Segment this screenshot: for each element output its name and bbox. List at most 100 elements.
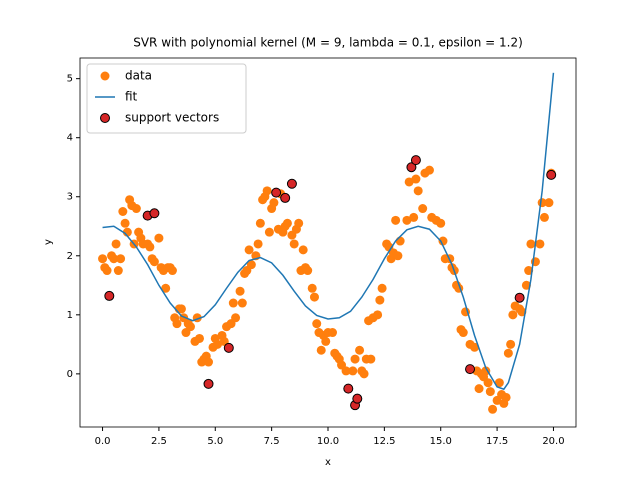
point — [348, 366, 358, 376]
point — [298, 245, 308, 255]
x-tick-label: 2.5 — [151, 436, 167, 447]
point — [131, 204, 141, 214]
point — [413, 186, 423, 196]
legend-box — [86, 63, 247, 134]
point — [377, 283, 387, 293]
point — [161, 283, 171, 293]
point — [328, 328, 338, 338]
point — [176, 304, 186, 314]
point — [102, 266, 112, 276]
point — [506, 339, 516, 349]
point — [488, 404, 498, 414]
x-tick-label: 15.0 — [430, 436, 452, 447]
point — [508, 310, 518, 320]
point — [539, 212, 549, 222]
point — [154, 233, 164, 243]
point — [409, 212, 419, 222]
point — [280, 192, 291, 203]
y-tick-label: 5 — [67, 74, 73, 85]
point — [264, 227, 274, 237]
point — [282, 218, 292, 228]
point — [404, 177, 414, 187]
point — [289, 239, 299, 249]
point — [546, 169, 557, 180]
legend-swatch — [100, 113, 110, 123]
point — [271, 187, 282, 198]
point — [535, 239, 545, 249]
point — [111, 239, 121, 249]
point — [514, 292, 525, 303]
x-tick-label: 0.0 — [95, 436, 111, 447]
x-tick-label: 5.0 — [207, 436, 223, 447]
point — [116, 254, 126, 264]
point — [149, 257, 159, 267]
point — [355, 345, 365, 355]
point — [228, 298, 238, 308]
point — [526, 239, 536, 249]
point — [309, 292, 319, 302]
legend-label: support vectors — [125, 111, 219, 125]
chart-title: SVR with polynomial kernel (M = 9, lambd… — [133, 36, 523, 50]
point — [269, 198, 279, 208]
point — [343, 383, 354, 394]
x-axis-label: x — [325, 457, 331, 468]
point — [237, 298, 247, 308]
x-tick-label: 7.5 — [264, 436, 280, 447]
point — [167, 266, 177, 276]
y-axis-label: y — [43, 239, 54, 245]
x-tick-label: 20.0 — [542, 436, 564, 447]
point — [341, 366, 351, 376]
point — [393, 251, 403, 261]
point — [418, 204, 428, 214]
point — [109, 254, 119, 264]
x-tick-label: 17.5 — [486, 436, 508, 447]
point — [118, 207, 128, 217]
y-tick-label: 4 — [67, 133, 73, 144]
point — [244, 245, 254, 255]
point — [307, 283, 317, 293]
y-tick-label: 0 — [67, 369, 73, 380]
point — [194, 333, 204, 343]
point — [366, 354, 376, 364]
point — [145, 242, 155, 252]
point — [465, 364, 476, 375]
point — [120, 218, 130, 228]
point — [312, 319, 322, 329]
point — [98, 254, 108, 264]
point — [438, 236, 448, 246]
legend-label: fit — [125, 90, 138, 104]
point — [402, 215, 412, 225]
point — [321, 336, 331, 346]
point — [350, 354, 360, 364]
y-tick-label: 3 — [67, 192, 73, 203]
plot-frame — [79, 57, 577, 428]
point — [424, 165, 434, 175]
point — [406, 162, 417, 173]
y-tick-label: 2 — [67, 251, 73, 262]
point — [253, 239, 263, 249]
point — [113, 266, 123, 276]
point — [316, 345, 326, 355]
point — [104, 290, 115, 301]
point — [458, 328, 468, 338]
point — [470, 342, 480, 352]
point — [521, 280, 531, 290]
point — [231, 313, 241, 323]
legend-swatch — [100, 71, 110, 81]
point — [494, 378, 504, 388]
point — [503, 348, 513, 358]
point — [352, 393, 363, 404]
point — [223, 342, 234, 353]
point — [483, 378, 493, 388]
x-tick-label: 10.0 — [317, 436, 339, 447]
point — [391, 215, 401, 225]
point — [359, 369, 369, 379]
fit-line — [102, 72, 555, 391]
point — [544, 198, 554, 208]
legend-label: data — [125, 69, 152, 83]
point — [262, 186, 272, 196]
point — [524, 266, 534, 276]
point — [294, 218, 304, 228]
x-tick-label: 12.5 — [373, 436, 395, 447]
point — [235, 286, 245, 296]
